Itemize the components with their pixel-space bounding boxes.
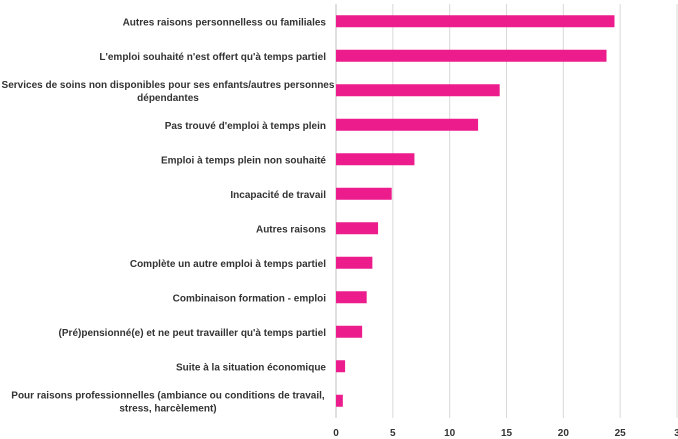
bar — [336, 84, 500, 97]
category-label: Pas trouvé d'emploi à temps plein — [165, 121, 326, 132]
bar — [336, 153, 415, 166]
bar — [336, 222, 379, 235]
bars — [336, 15, 615, 407]
x-axis-tick-labels: 0 5 10 15 20 25 3 — [333, 428, 678, 439]
category-label: L'emploi souhaité n'est offert qu'à temp… — [99, 52, 326, 63]
category-label: Complète un autre emploi à temps partiel — [130, 259, 326, 270]
category-label: Autres raisons — [256, 224, 326, 235]
bar — [336, 360, 346, 373]
x-tick-label: 15 — [501, 428, 513, 439]
category-label: (Pré)pensionné(e) et ne peut travailler … — [59, 328, 327, 339]
category-label: Services de soins non disponibles pour s… — [2, 80, 335, 104]
category-labels: Autres raisons personnelless ou familial… — [2, 17, 335, 414]
bar — [336, 187, 392, 200]
category-label: Emploi à temps plein non souhaité — [161, 155, 326, 166]
category-label: Pour raisons professionnelles (ambiance … — [11, 390, 325, 414]
bar — [336, 256, 373, 269]
bar — [336, 15, 615, 28]
bar — [336, 291, 367, 304]
bar — [336, 49, 607, 62]
bar — [336, 325, 363, 338]
x-tick-label: 3 — [674, 428, 678, 439]
category-label: Autres raisons personnelless ou familial… — [123, 17, 327, 28]
x-tick-label: 20 — [558, 428, 570, 439]
category-label: Combinaison formation - emploi — [173, 293, 327, 304]
gridlines — [335, 4, 678, 418]
x-tick-label: 10 — [444, 428, 456, 439]
x-tick-label: 5 — [390, 428, 396, 439]
bar — [336, 118, 479, 131]
category-label: Incapacité de travail — [230, 190, 326, 201]
bar — [336, 394, 343, 407]
x-tick-label: 0 — [333, 428, 339, 439]
category-label: Suite à la situation économique — [176, 362, 326, 373]
x-tick-label: 25 — [615, 428, 627, 439]
